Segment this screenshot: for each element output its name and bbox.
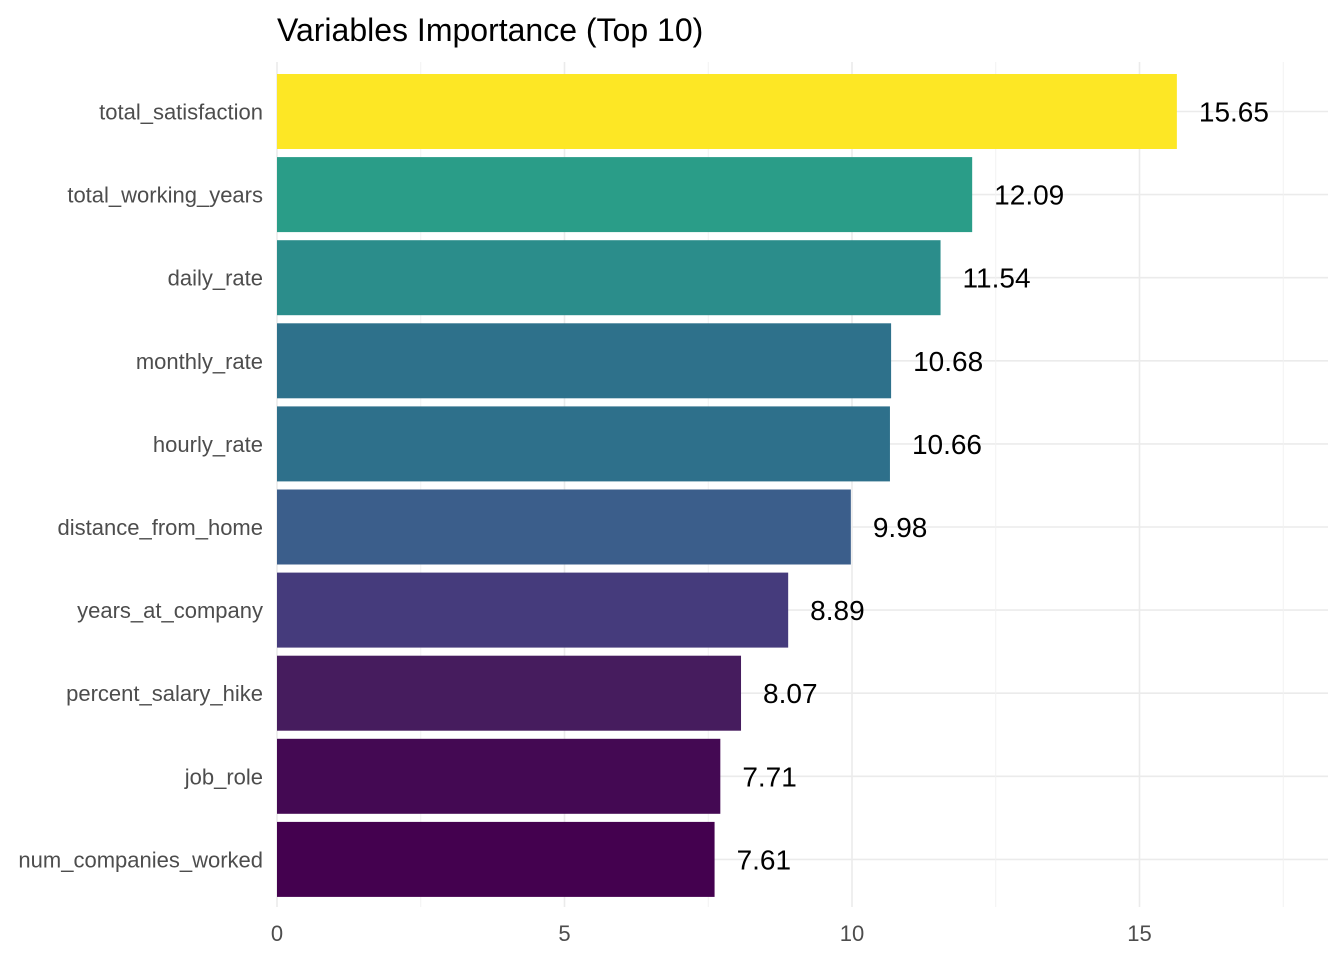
value-label: 12.09 — [994, 180, 1064, 211]
category-label: hourly_rate — [153, 432, 263, 457]
bar-hourly_rate — [277, 406, 890, 482]
category-labels: total_satisfaction total_working_yearsdai… — [18, 100, 263, 873]
category-label: job_role — [184, 764, 263, 789]
value-label: 10.66 — [912, 429, 982, 460]
value-label: 8.07 — [763, 678, 818, 709]
value-label: 15.65 — [1199, 97, 1269, 128]
x-tick-label: 0 — [271, 921, 283, 946]
bar-percent_salary_hike — [277, 655, 742, 731]
x-tick-label: 15 — [1127, 921, 1151, 946]
x-tick-labels: 0 5 10 15 — [271, 921, 1152, 946]
value-label: 10.68 — [913, 346, 983, 377]
bar-daily_rate — [277, 240, 941, 316]
bar-total_satisfaction — [277, 74, 1177, 149]
bar-distance_from_home — [277, 489, 851, 565]
value-label: 7.61 — [737, 844, 792, 875]
bar-num_companies_worked — [277, 821, 715, 897]
bar-total_working_years — [277, 157, 973, 233]
chart-title: Variables Importance (Top 10) — [277, 12, 703, 48]
category-label: percent_salary_hike — [66, 681, 263, 706]
value-labels: 15.65 12.09 11.54 10.68 10.66 9.98 8.89 8.07 7.7… — [737, 97, 1269, 876]
value-label: 7.71 — [742, 761, 797, 792]
bar-monthly_rate — [277, 323, 892, 399]
category-label: num_companies_worked — [18, 847, 263, 872]
value-label: 11.54 — [963, 263, 1031, 294]
value-label: 9.98 — [873, 512, 928, 543]
category-label: total_satisfaction — [99, 100, 263, 125]
value-label: 8.89 — [810, 595, 865, 626]
x-tick-label: 5 — [558, 921, 570, 946]
category-label: total_working_years — [67, 183, 263, 208]
category-label: years_at_company — [77, 598, 263, 623]
bars — [277, 74, 1177, 897]
category-label: daily_rate — [168, 266, 263, 291]
category-label: monthly_rate — [136, 349, 263, 374]
bar-years_at_company — [277, 572, 789, 648]
bar-job_role — [277, 738, 721, 814]
category-label: distance_from_home — [58, 515, 263, 540]
x-tick-label: 10 — [840, 921, 864, 946]
